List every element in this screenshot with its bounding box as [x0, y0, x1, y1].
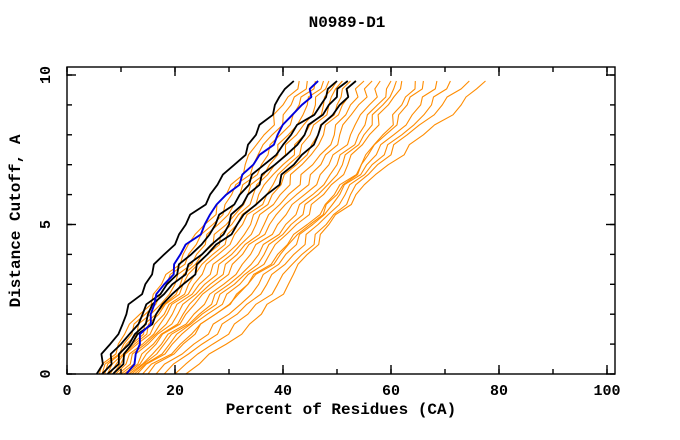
series-line-model-orange-11 [126, 80, 373, 375]
chart-title: N0989-D1 [309, 14, 386, 32]
series-line-model-orange-09 [120, 80, 357, 375]
y-axis-tick-label: 0 [38, 369, 55, 378]
series-line-model-orange-07 [115, 80, 343, 375]
y-axis-tick-label: 5 [38, 220, 55, 229]
series-line-model-orange-17 [147, 80, 424, 375]
series-line-model-orange-18 [155, 80, 438, 375]
series-line-model-black-1 [95, 80, 295, 375]
series-line-model-orange-10 [123, 80, 365, 375]
series-line-model-black-2 [101, 80, 338, 375]
x-axis-tick-label: 100 [593, 383, 620, 400]
x-axis-tick-label: 40 [274, 383, 292, 400]
series-line-model-orange-05 [109, 80, 330, 375]
series-layer [95, 80, 486, 375]
series-line-model-blue-1 [125, 80, 319, 375]
series-line-model-orange-01 [98, 80, 300, 375]
y-axis-tick-label: 10 [38, 66, 55, 84]
series-line-model-orange-15 [136, 80, 403, 375]
series-line-model-orange-14 [134, 80, 397, 375]
x-axis-tick-label: 0 [62, 383, 71, 400]
x-axis-tick-label: 80 [490, 383, 508, 400]
series-line-model-black-4 [112, 80, 357, 375]
series-line-model-orange-12 [128, 80, 381, 375]
series-line-model-black-3 [106, 80, 349, 375]
axes-layer: 0 20 40 60 80 100 0 5 10 [38, 66, 621, 400]
y-axis-label: Distance Cutoff, A [7, 134, 25, 307]
series-line-model-orange-21 [185, 80, 486, 375]
series-line-model-orange-13 [131, 80, 392, 375]
x-axis-label: Percent of Residues (CA) [226, 401, 456, 419]
plot-frame [66, 66, 616, 375]
x-axis-tick-label: 60 [382, 383, 400, 400]
series-line-model-orange-20 [174, 80, 470, 375]
series-line-model-orange-19 [163, 80, 451, 375]
x-axis-tick-label: 20 [166, 383, 184, 400]
